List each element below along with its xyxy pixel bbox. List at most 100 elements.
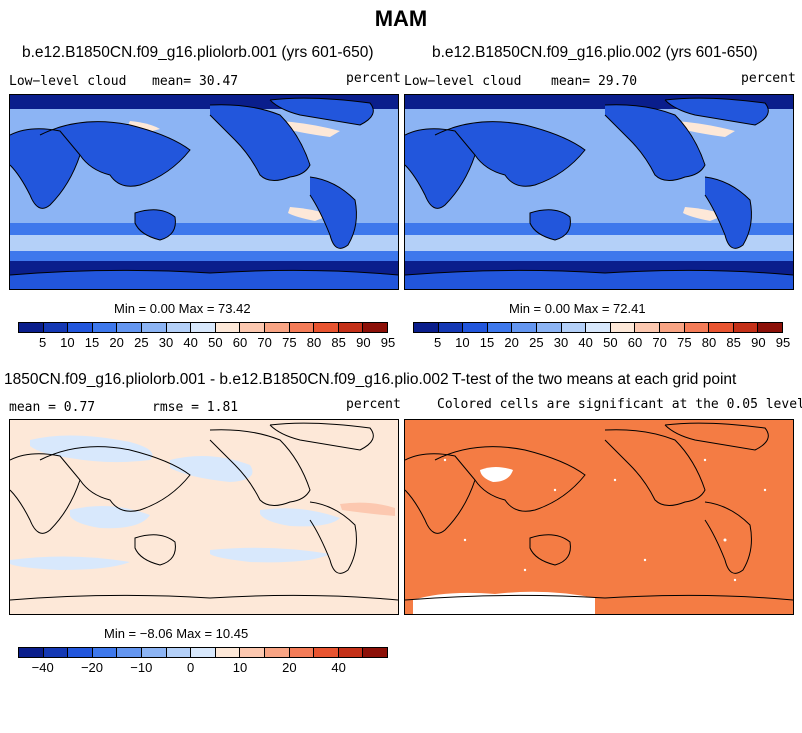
- colorbar-tick-label: 30: [553, 335, 569, 350]
- panel-1-mean: mean= 30.47: [152, 74, 239, 89]
- colorbar-swatch: [141, 648, 167, 657]
- colorbar-2-labels: 5 10 15 20 25 30 40 50 60 70 75 80 85 90 95: [413, 333, 790, 350]
- panel-4-subtitle: Colored cells are significant at the 0.0…: [437, 397, 802, 412]
- colorbar-tick-label: 10: [232, 660, 248, 675]
- panel-1-title: b.e12.B1850CN.f09_g16.pliolorb.001 (yrs …: [22, 44, 374, 61]
- panel-2-variable: Low−level cloud: [404, 74, 522, 89]
- panel-1-units: percent: [346, 71, 401, 86]
- colorbar-tick-label: 70: [257, 335, 272, 350]
- colorbar-swatch: [68, 323, 93, 332]
- colorbar-tick-label: 60: [232, 335, 248, 350]
- colorbar-swatch: [240, 648, 265, 657]
- colorbar-tick-label: 20: [504, 335, 519, 350]
- colorbar-tick-label: −20: [80, 660, 104, 675]
- colorbar-swatch: [166, 323, 192, 332]
- colorbar-tick-label: 25: [134, 335, 149, 350]
- colorbar-tick-label: 5: [434, 335, 442, 350]
- panel-4-title: T-test of the two means at each grid poi…: [452, 371, 737, 389]
- colorbar-3: −40 −20 −10 0 10 20 40: [18, 647, 388, 675]
- colorbar-swatch: [487, 323, 513, 332]
- colorbar-swatch: [19, 648, 44, 657]
- panel-3-units: percent: [346, 397, 401, 412]
- colorbar-swatch: [92, 648, 118, 657]
- colorbar-tick-label: 15: [84, 335, 100, 350]
- colorbar-tick-label: 90: [356, 335, 371, 350]
- colorbar-swatch: [43, 648, 69, 657]
- colorbar-2: 5 10 15 20 25 30 40 50 60 70 75 80 85 90 95: [413, 322, 790, 350]
- colorbar-tick-label: 70: [652, 335, 667, 350]
- map-canvas-1: [10, 95, 398, 289]
- panel-2-title: b.e12.B1850CN.f09_g16.plio.002 (yrs 601-…: [432, 44, 758, 61]
- colorbar-swatch: [19, 323, 44, 332]
- colorbar-swatch: [338, 648, 364, 657]
- colorbar-tick-label: 60: [627, 335, 643, 350]
- colorbar-swatch: [463, 323, 488, 332]
- colorbar-swatch: [215, 323, 241, 332]
- colorbar-tick-label: 85: [331, 335, 346, 350]
- colorbar-swatch: [264, 648, 290, 657]
- colorbar-tick-label: 0: [187, 660, 195, 675]
- colorbar-1-labels: 5 10 15 20 25 30 40 50 60 70 75 80 85 90 95: [18, 333, 395, 350]
- colorbar-1-swatches: [18, 322, 388, 333]
- panel-2-map: [404, 94, 794, 290]
- colorbar-swatch: [363, 648, 387, 657]
- colorbar-swatch: [709, 323, 734, 332]
- colorbar-tick-label: 30: [158, 335, 174, 350]
- colorbar-swatch: [414, 323, 439, 332]
- colorbar-swatch: [117, 323, 142, 332]
- colorbar-swatch: [289, 323, 315, 332]
- map-canvas-3: [10, 420, 398, 614]
- colorbar-swatch: [659, 323, 685, 332]
- colorbar-swatch: [561, 323, 587, 332]
- colorbar-tick-label: 10: [455, 335, 470, 350]
- colorbar-tick-label: 80: [306, 335, 322, 350]
- colorbar-tick-label: 80: [701, 335, 717, 350]
- colorbar-swatch: [610, 323, 636, 332]
- colorbar-swatch: [512, 323, 537, 332]
- colorbar-tick-label: 75: [282, 335, 297, 350]
- panel-4-map: [404, 419, 794, 615]
- colorbar-tick-label: 40: [183, 335, 198, 350]
- colorbar-tick-label: 85: [726, 335, 741, 350]
- colorbar-swatch: [215, 648, 241, 657]
- colorbar-swatch: [191, 323, 216, 332]
- panel-3-minmax: Min = −8.06 Max = 10.45: [104, 626, 249, 641]
- panel-2-mean: mean= 29.70: [551, 74, 638, 89]
- colorbar-swatch: [117, 648, 142, 657]
- colorbar-swatch: [758, 323, 782, 332]
- colorbar-1: 5 10 15 20 25 30 40 50 60 70 75 80 85 90 95: [18, 322, 395, 350]
- colorbar-swatch: [438, 323, 464, 332]
- colorbar-tick-label: 40: [578, 335, 593, 350]
- colorbar-2-swatches: [413, 322, 783, 333]
- colorbar-swatch: [314, 323, 339, 332]
- panel-3-rmse: rmse = 1.81: [152, 400, 239, 415]
- panel-3-mean: mean = 0.77: [9, 400, 96, 415]
- colorbar-tick-label: 50: [208, 335, 223, 350]
- colorbar-3-labels: −40 −20 −10 0 10 20 40: [18, 658, 388, 675]
- colorbar-tick-label: 15: [479, 335, 495, 350]
- colorbar-swatch: [68, 648, 93, 657]
- colorbar-tick-label: −40: [31, 660, 54, 675]
- colorbar-3-swatches: [18, 647, 388, 658]
- colorbar-tick-label: 40: [331, 660, 346, 675]
- colorbar-tick-label: 5: [39, 335, 47, 350]
- colorbar-swatch: [191, 648, 216, 657]
- figure-title: MAM: [374, 6, 428, 31]
- colorbar-swatch: [363, 323, 387, 332]
- colorbar-tick-label: 95: [775, 335, 791, 350]
- panel-3-map: [9, 419, 399, 615]
- panel-1-minmax: Min = 0.00 Max = 73.42: [114, 301, 251, 316]
- colorbar-tick-label: 75: [677, 335, 692, 350]
- colorbar-swatch: [141, 323, 167, 332]
- map-canvas-4: [405, 420, 793, 614]
- colorbar-tick-label: 20: [109, 335, 124, 350]
- colorbar-tick-label: 95: [380, 335, 396, 350]
- colorbar-swatch: [314, 648, 339, 657]
- colorbar-swatch: [586, 323, 611, 332]
- colorbar-tick-label: 25: [529, 335, 544, 350]
- colorbar-swatch: [43, 323, 69, 332]
- colorbar-swatch: [289, 648, 315, 657]
- colorbar-tick-label: −10: [130, 660, 153, 675]
- panel-1-variable: Low−level cloud: [9, 74, 127, 89]
- colorbar-swatch: [264, 323, 290, 332]
